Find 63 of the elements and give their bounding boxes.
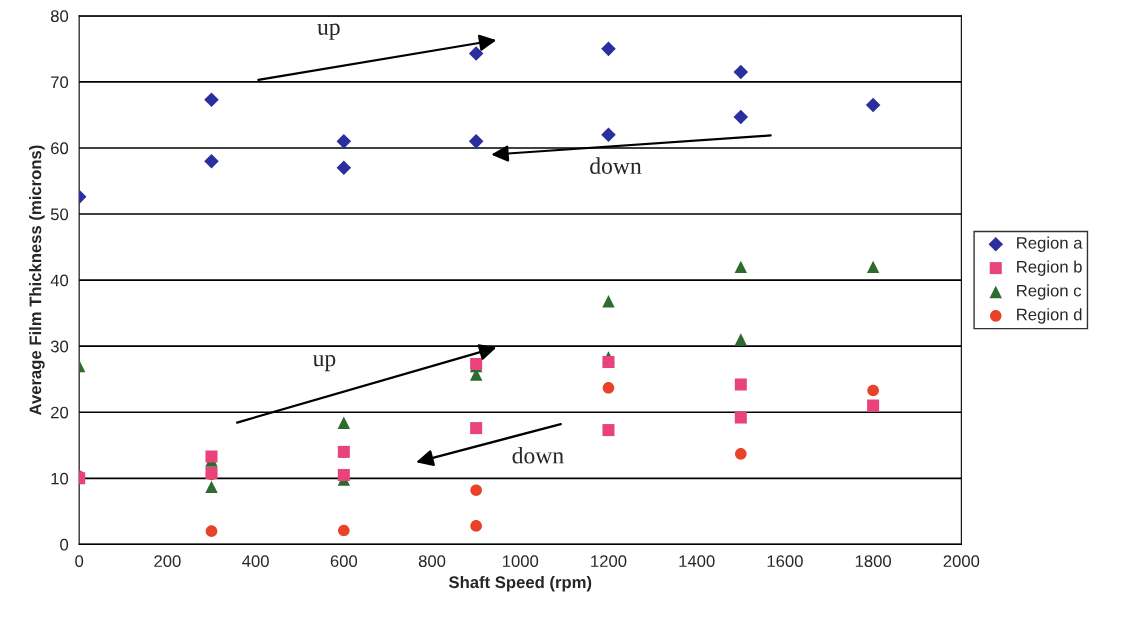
y-tick-label: 80 [50,10,69,23]
point [601,127,616,143]
x-tick-label: 1400 [679,555,715,568]
annotation: down [512,446,564,464]
annotation: down [590,157,642,174]
point [204,92,219,108]
point [337,468,350,482]
y-tick-label: 60 [51,142,69,155]
point [336,160,352,176]
y-tick-label: 10 [51,472,69,485]
point [866,260,880,274]
point [865,97,881,113]
legend-label: Region c [1017,284,1082,300]
point [204,153,219,169]
point [733,109,749,125]
point [733,64,749,80]
y-tick-label: 40 [50,274,69,287]
x-tick-label: 1200 [591,555,627,568]
point [602,424,615,437]
legend-label: Region a [1017,236,1083,253]
x-tick-label: 1000 [502,555,539,568]
point [602,356,615,369]
point [205,525,218,537]
point [735,448,747,460]
y-axis-title: Average Film Thickness (microns) [29,145,45,416]
point [337,416,351,430]
legend-label: Region b [1017,260,1082,276]
point [601,41,616,57]
x-tick-label: 400 [242,555,269,568]
point [468,46,484,61]
point [734,260,748,274]
annotation: up [312,354,336,372]
y-tick-label: 50 [50,208,69,221]
point [337,445,350,458]
point [338,524,350,537]
point [336,134,352,149]
point [734,378,747,391]
point [205,480,218,494]
legend-label: Region d [1017,308,1082,324]
y-tick-label: 30 [50,340,69,353]
x-tick-label: 200 [154,555,181,568]
x-tick-label: 800 [418,555,446,568]
x-tick-label: 600 [330,555,358,568]
point [867,384,879,397]
annotation: up [317,23,340,40]
point [867,399,880,412]
x-axis-title: Shaft Speed (rpm) [448,575,592,592]
point [602,381,615,394]
x-tick-label: 2000 [943,555,980,568]
x-tick-label: 1600 [767,555,803,568]
x-tick-label: 1800 [855,555,892,568]
point [734,411,747,424]
point [468,134,484,149]
point [470,422,483,435]
y-tick-label: 70 [51,76,69,89]
y-tick-label: 0 [60,538,69,551]
y-tick-label: 20 [51,406,69,419]
point [602,295,615,308]
point [734,333,748,346]
point [470,520,482,532]
x-tick-label: 0 [75,555,84,568]
point [470,484,482,497]
point [205,450,218,463]
